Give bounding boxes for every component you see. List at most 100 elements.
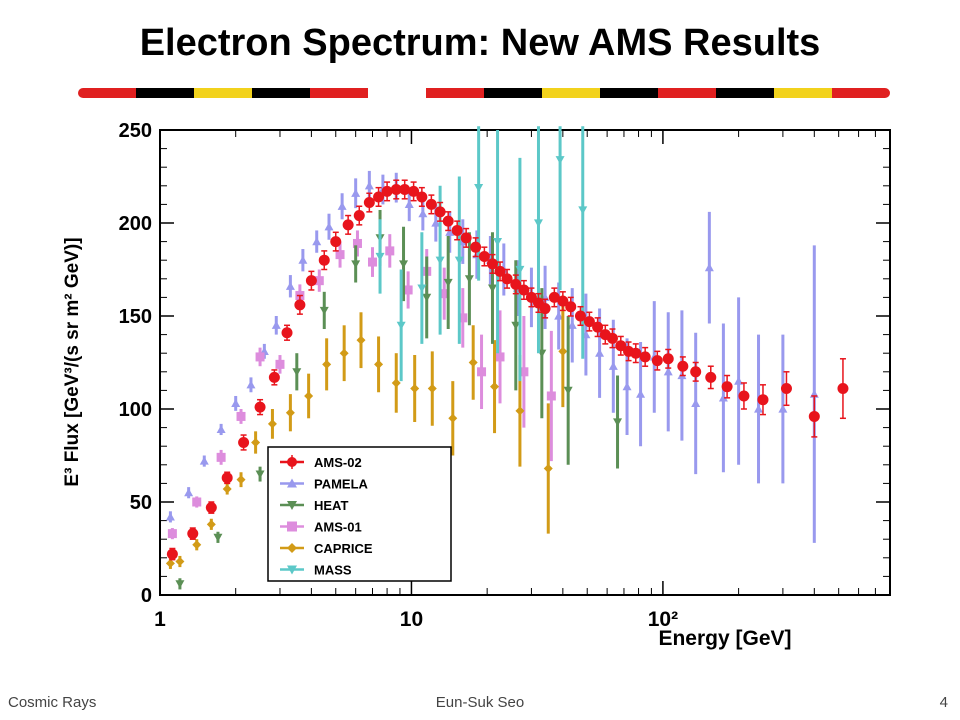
data-point bbox=[565, 301, 577, 313]
data-point bbox=[205, 502, 217, 514]
data-point bbox=[184, 488, 194, 497]
data-point bbox=[304, 391, 314, 401]
data-point bbox=[236, 475, 246, 485]
data-point bbox=[375, 252, 385, 261]
y-tick-label: 150 bbox=[119, 306, 152, 328]
legend-box bbox=[267, 446, 452, 582]
banner-stripe bbox=[252, 88, 310, 98]
data-point bbox=[404, 199, 414, 208]
banner-stripe bbox=[426, 88, 484, 98]
data-point bbox=[399, 260, 409, 269]
data-point bbox=[416, 191, 428, 203]
legend-marker bbox=[287, 565, 297, 575]
data-point bbox=[410, 384, 420, 394]
data-point bbox=[837, 383, 849, 395]
banner-stripe bbox=[774, 88, 832, 98]
legend: AMS-02 PAMELA HEAT AMS-01 CAPRICE MASS bbox=[267, 446, 452, 582]
data-point bbox=[490, 382, 500, 392]
data-point bbox=[374, 359, 384, 369]
data-point bbox=[519, 367, 529, 377]
data-point bbox=[192, 540, 202, 550]
x-axis-label: Energy [GeV] bbox=[658, 627, 791, 650]
data-point bbox=[342, 219, 354, 231]
data-point bbox=[721, 381, 733, 393]
data-point bbox=[495, 352, 505, 362]
legend-label: AMS-01 bbox=[314, 520, 362, 535]
data-point bbox=[439, 289, 449, 299]
data-point bbox=[318, 254, 330, 266]
y-tick-label: 50 bbox=[130, 492, 152, 514]
data-point bbox=[417, 284, 427, 293]
data-point bbox=[167, 529, 177, 539]
data-point bbox=[515, 265, 525, 274]
data-point bbox=[165, 512, 175, 521]
data-point bbox=[583, 316, 595, 328]
data-point bbox=[663, 367, 673, 376]
data-point bbox=[468, 358, 478, 367]
x-tick-label: 10 bbox=[400, 608, 423, 631]
data-point bbox=[353, 210, 365, 222]
electron-spectrum-chart: 0 50 100 150 200 250 1 10 10² Energy [GeV] E³ Fl… bbox=[62, 120, 891, 650]
legend-label: HEAT bbox=[314, 498, 348, 513]
data-series bbox=[165, 126, 849, 590]
chart: 0 50 100 150 200 250 1 10 10² Energy [GeV] E³ Fl… bbox=[0, 100, 960, 660]
banner-stripe bbox=[78, 88, 136, 98]
data-point bbox=[718, 393, 728, 402]
data-point bbox=[330, 236, 342, 248]
data-point bbox=[425, 198, 437, 210]
data-point bbox=[442, 215, 454, 227]
data-point bbox=[539, 303, 551, 315]
banner-stripe bbox=[832, 88, 890, 98]
data-point bbox=[458, 313, 468, 323]
banner-stripe bbox=[310, 88, 368, 98]
data-point bbox=[390, 184, 402, 196]
data-point bbox=[403, 285, 413, 295]
legend-items: AMS-02 PAMELA HEAT AMS-01 CAPRICE MASS bbox=[280, 455, 373, 578]
data-point bbox=[314, 276, 324, 286]
data-point bbox=[292, 368, 302, 377]
data-point bbox=[548, 291, 560, 303]
data-point bbox=[356, 335, 366, 345]
data-point bbox=[254, 401, 266, 413]
x-tick-label: 10² bbox=[648, 608, 678, 631]
data-point bbox=[246, 380, 256, 389]
data-point bbox=[704, 263, 714, 272]
data-point bbox=[690, 366, 702, 378]
data-point bbox=[595, 348, 605, 357]
data-point bbox=[567, 320, 577, 329]
data-point bbox=[511, 321, 521, 330]
data-point bbox=[275, 359, 285, 369]
data-point bbox=[808, 410, 820, 422]
data-point bbox=[238, 436, 250, 448]
data-point bbox=[662, 353, 674, 365]
data-point bbox=[337, 201, 347, 210]
data-point bbox=[493, 238, 503, 247]
series-caprice bbox=[165, 295, 568, 569]
data-point bbox=[431, 218, 441, 227]
y-tick-label: 200 bbox=[119, 213, 152, 235]
axis-ticks: 0 50 100 150 200 250 1 10 10² bbox=[119, 120, 891, 631]
data-point bbox=[213, 533, 223, 542]
data-point bbox=[501, 273, 513, 285]
data-point bbox=[510, 278, 522, 290]
x-tick-label: 1 bbox=[154, 608, 166, 631]
data-point bbox=[271, 320, 281, 329]
footer-course: Cosmic Rays bbox=[8, 694, 97, 711]
banner-stripe bbox=[368, 88, 426, 98]
y-tick-label: 250 bbox=[119, 120, 152, 142]
data-point bbox=[351, 260, 361, 269]
data-point bbox=[477, 367, 487, 377]
data-point bbox=[192, 497, 202, 507]
data-point bbox=[435, 256, 445, 265]
data-point bbox=[322, 359, 332, 369]
data-point bbox=[558, 346, 568, 356]
data-point bbox=[216, 452, 226, 462]
data-point bbox=[418, 209, 428, 218]
data-point bbox=[236, 411, 246, 421]
data-point bbox=[555, 156, 565, 165]
data-point bbox=[251, 437, 261, 447]
data-point bbox=[622, 382, 632, 391]
legend-label: CAPRICE bbox=[314, 541, 373, 556]
data-point bbox=[391, 378, 401, 388]
data-point bbox=[399, 184, 411, 196]
